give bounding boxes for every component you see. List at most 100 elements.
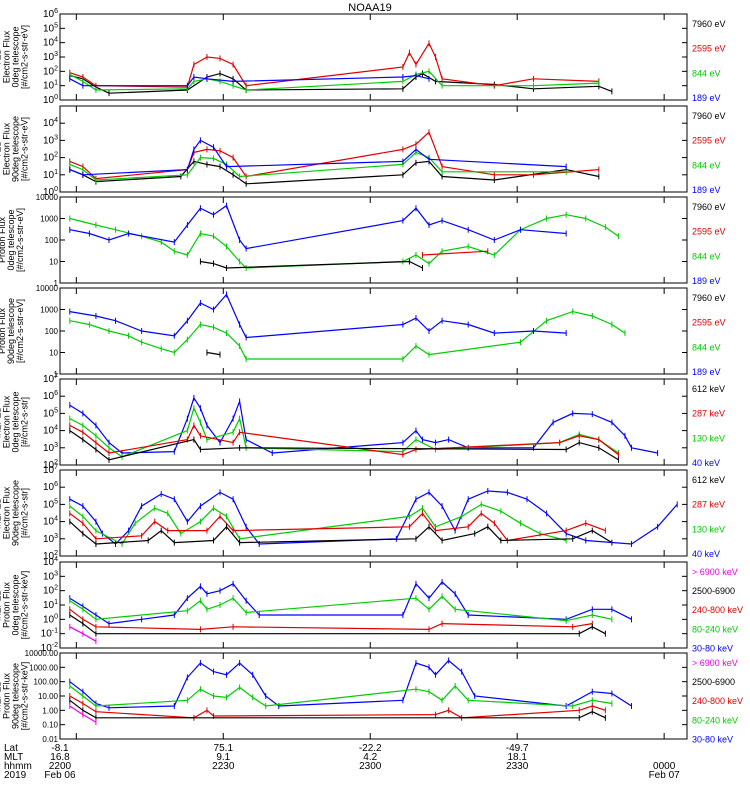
legend-entry: > 6900 keV	[692, 658, 738, 668]
y-axis-label-line: 0deg telescope	[6, 209, 16, 270]
legend-entry: 240-800 keV	[692, 696, 743, 706]
y-tick-label: 106	[43, 8, 58, 20]
y-tick-label: 103	[43, 51, 58, 63]
legend-entry: 240-800 keV	[692, 605, 743, 615]
series-line-240-800-kev	[69, 695, 606, 719]
panel-frame	[59, 469, 688, 557]
series-line-30-80-kev	[69, 581, 632, 625]
legend-entry: 612 keV	[692, 475, 725, 485]
y-tick-label: 104	[43, 556, 58, 568]
legend-entry: 189 eV	[692, 185, 721, 195]
series-line-30-80-kev	[69, 659, 632, 709]
y-axis-label-line: 90deg telescope	[11, 116, 21, 182]
series-line-189-ev	[69, 74, 430, 87]
series-line-844-ev	[69, 151, 567, 181]
y-tick-label: 10000	[36, 193, 59, 202]
y-tick-label: 1	[54, 279, 59, 288]
legend-entry: 2595 eV	[692, 318, 726, 328]
legend-entry: 287 keV	[692, 409, 725, 419]
series-line-130-kev	[69, 503, 567, 545]
series-line-2595-ev	[422, 250, 488, 256]
y-tick-label: 105	[43, 407, 58, 419]
legend-entry: 80-240 keV	[692, 624, 738, 634]
y-tick-label: 103	[43, 134, 58, 146]
y-tick-label: 106	[43, 481, 58, 493]
y-axis-label: Proton Flux0deg telescope[#/cm2-s-str-eV…	[0, 208, 25, 272]
y-tick-label: 0.01	[42, 735, 58, 744]
panel-8: 0.01 0.10 1.00 10.00 100.00 1000.00 10000.00 ME…	[0, 649, 743, 744]
footer-value: 9.1	[216, 752, 230, 763]
legend-entry: 30-80 keV	[692, 643, 733, 653]
y-tick-label: 100	[43, 94, 58, 106]
y-tick-label: 102	[43, 152, 58, 164]
series-line-2500-6900	[69, 614, 606, 635]
legend-entry: 2500-6900	[692, 677, 735, 687]
y-tick-label: 10.00	[38, 692, 59, 701]
y-tick-label: 1.00	[42, 706, 58, 715]
y-axis-label-line: Electron Flux	[2, 122, 12, 175]
y-axis-label-line: [#/cm2-s-str-keV]	[20, 662, 30, 731]
y-axis-label-line: 90deg telescope	[11, 480, 21, 546]
series-line-844-ev	[69, 310, 626, 360]
y-tick-label: 0.10	[42, 721, 58, 730]
legend-entry: 287 keV	[692, 500, 725, 510]
legend-entry: 844 eV	[692, 251, 721, 261]
series-line-7960-ev	[69, 160, 599, 185]
y-tick-label: 1000.00	[29, 663, 58, 672]
footer-row-label: MLT	[4, 752, 23, 763]
legend-entry: 844 eV	[692, 160, 721, 170]
y-tick-label: 103	[43, 570, 58, 582]
footer-value: -22.2	[359, 743, 382, 754]
y-tick-label: 107	[43, 373, 58, 385]
series-line-80-240-kev	[69, 685, 612, 707]
footer-value: 18.1	[507, 752, 527, 763]
y-axis-label-line: [#/cm2-s-str-eV]	[15, 208, 25, 272]
y-tick-label: 100	[43, 613, 58, 625]
legend-entry: 2500-6900	[692, 586, 735, 596]
y-tick-label: 103	[43, 442, 58, 454]
y-tick-label: 104	[43, 37, 58, 49]
series-line-7960-ev	[69, 72, 613, 94]
legend-entry: 130 keV	[692, 524, 725, 534]
y-axis-label-line: TED	[0, 139, 3, 158]
y-axis-label-line: MEPED	[0, 406, 3, 439]
panel-4: 1 10 100 1000 10000 Proton Flux90deg telescop…	[0, 284, 726, 379]
y-axis-label-line: [#/cm2-s-str-keV]	[20, 571, 30, 640]
y-axis-label-line: [#/cm2-s-str]	[20, 397, 30, 447]
legend-entry: 7960 eV	[692, 202, 726, 212]
y-tick-label: 104	[43, 117, 58, 129]
legend-entry: 844 eV	[692, 68, 721, 78]
footer-value: 75.1	[214, 743, 234, 754]
series-line-2500-6900	[69, 699, 606, 719]
footer-value: 2300	[359, 761, 382, 772]
y-axis-label-line: Proton Flux	[2, 581, 12, 628]
panel-frame	[59, 561, 688, 649]
footer-value: 16.8	[50, 752, 70, 763]
series-line-240-800-kev	[69, 608, 593, 631]
series-line-7960-ev	[206, 351, 221, 356]
y-axis-label: MEPEDProton Flux90deg telescope[#/cm2-s-…	[0, 662, 30, 731]
series-line-612-kev	[69, 521, 613, 545]
legend-entry: 7960 eV	[692, 111, 726, 121]
y-axis-label-line: [#/cm2-s-str]	[20, 488, 30, 538]
legend-entry: 189 eV	[692, 93, 721, 103]
y-tick-label: 106	[43, 390, 58, 402]
legend-entry: 30-80 keV	[692, 734, 733, 744]
series-group	[69, 488, 678, 547]
series-group	[69, 129, 600, 187]
y-tick-label: 100.00	[34, 678, 59, 687]
y-tick-label: 103	[43, 533, 58, 545]
y-axis-label-line: Electron Flux	[2, 486, 12, 539]
legend-entry: 80-240 keV	[692, 715, 738, 725]
legend-entry: 189 eV	[692, 276, 721, 286]
series-line-7960-ev	[200, 260, 423, 269]
y-axis-label-line: 90deg telescope	[11, 663, 21, 729]
y-tick-label: 10000.00	[25, 649, 59, 658]
footer-end-label: 0000	[653, 761, 676, 772]
panel-frame	[59, 378, 688, 466]
y-tick-label: 107	[43, 464, 58, 476]
